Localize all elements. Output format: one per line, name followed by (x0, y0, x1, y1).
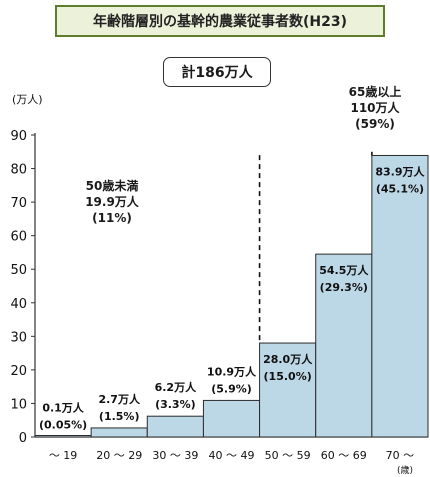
y-tick-label-7: 70 (10, 196, 27, 211)
over-65-count: 110万人 (350, 101, 400, 115)
y-tick-label-3: 30 (10, 330, 27, 345)
x-tick-label-4: 50 ～ 59 (265, 449, 311, 462)
over-65-annotation: 65歳以上 110万人 (59%) (330, 84, 420, 132)
x-tick-label-1: 20 ～ 29 (96, 449, 142, 462)
x-tick-label-3: 40 ～ 49 (209, 449, 255, 462)
bar-3 (202, 399, 261, 438)
x-tick-label-5: 60 ～ 69 (321, 449, 367, 462)
bar-1 (90, 427, 148, 438)
bar-value-label-5: 54.5万人 (319, 263, 369, 277)
bar-value-label-0: 0.1万人 (42, 401, 84, 415)
y-tick-label-5: 50 (10, 263, 27, 278)
y-tick-label-0: 0 (19, 431, 27, 446)
y-tick-label-6: 60 (10, 230, 27, 245)
total-label: 計186万人 (163, 57, 271, 87)
x-axis-unit: (歳) (397, 464, 413, 476)
bar-0 (34, 435, 92, 438)
y-tick-label-2: 20 (10, 364, 27, 379)
y-tick-label-4: 40 (10, 297, 27, 312)
y-tick-label-8: 80 (10, 163, 27, 178)
bar-percent-label-6: (45.1%) (376, 182, 424, 195)
x-tick-label-6: 70 ～ (386, 449, 415, 462)
over-65-share: (59%) (355, 117, 395, 131)
over-65-label: 65歳以上 (348, 85, 402, 99)
bar-percent-label-5: (29.3%) (320, 281, 368, 294)
bar-percent-label-1: (1.5%) (99, 410, 140, 423)
bar-2 (146, 415, 204, 438)
under-50-label: 50歳未満 (85, 179, 139, 193)
bar-value-label-6: 83.9万人 (375, 164, 425, 178)
under-50-annotation: 50歳未満 19.9万人 (11%) (62, 178, 162, 226)
chart-title: 年齢階層別の基幹的農業従事者数(H23) (55, 5, 385, 37)
bar-value-label-2: 6.2万人 (155, 380, 197, 394)
under-50-share: (11%) (92, 211, 132, 225)
bar-percent-label-4: (15.0%) (264, 370, 312, 383)
x-tick-label-0: ～ 19 (49, 449, 78, 462)
bar-5 (315, 253, 373, 438)
bar-percent-label-0: (0.05%) (39, 419, 87, 432)
y-tick-label-9: 90 (10, 129, 27, 144)
x-tick-label-2: 30 ～ 39 (152, 449, 198, 462)
bar-percent-label-3: (5.9%) (211, 382, 252, 395)
under-50-count: 19.9万人 (85, 195, 139, 209)
bar-value-label-3: 10.9万人 (207, 364, 257, 378)
bar-value-label-4: 28.0万人 (263, 352, 313, 366)
y-tick-label-1: 10 (10, 397, 27, 412)
bar-value-label-1: 2.7万人 (98, 392, 140, 406)
y-axis-unit: (万人) (12, 93, 43, 106)
bar-percent-label-2: (3.3%) (155, 398, 196, 411)
bar-6 (371, 154, 429, 438)
